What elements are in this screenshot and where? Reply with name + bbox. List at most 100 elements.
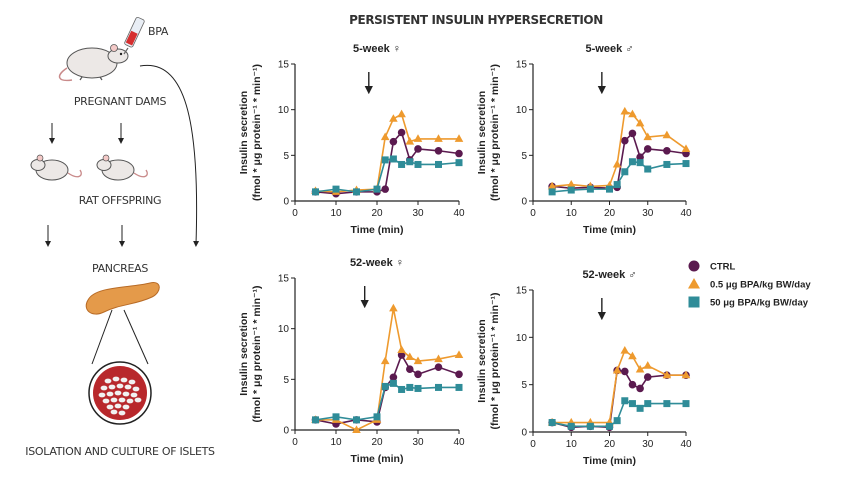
x-tick-label: 0 [292, 437, 298, 448]
data-point [621, 168, 629, 176]
data-point [643, 373, 652, 381]
x-tick-label: 0 [292, 208, 298, 219]
data-point [397, 109, 406, 118]
data-point [662, 370, 672, 379]
legend-marker [688, 278, 700, 289]
data-point [455, 159, 463, 167]
step-isolation: ISOLATION AND CULTURE OF ISLETS [25, 445, 215, 458]
pregnant-rat-icon [58, 44, 129, 82]
charts-area: 0 5 10 15 0 10 20 30 40 5-week ♀ Time (min) Insulin… [238, 43, 692, 467]
data-point [381, 382, 389, 390]
legend-label: 50 μg BPA/kg BW/day [710, 298, 809, 309]
bpa-bottle-icon [123, 16, 145, 55]
data-point [389, 379, 397, 387]
data-point [644, 165, 652, 173]
y-tick-label: 5 [521, 151, 527, 162]
data-point [332, 185, 340, 193]
data-point [681, 144, 691, 152]
y-axis-label: Insulin secretion [238, 91, 250, 174]
islet [126, 398, 134, 404]
islet [124, 384, 132, 390]
data-point [434, 134, 443, 142]
figure-title: PERSISTENT INSULIN HYPERSECRETION [349, 13, 603, 27]
data-point [566, 179, 576, 188]
data-point [434, 354, 443, 363]
x-tick-label: 30 [412, 437, 424, 448]
data-point [636, 159, 644, 167]
legend-item: 50 μg BPA/kg BW/day [688, 296, 809, 309]
islet [114, 390, 122, 396]
y-tick-label: 15 [516, 286, 528, 297]
step-pregnant-dams: PREGNANT DAMS [74, 95, 167, 108]
islet [128, 379, 136, 385]
data-point [621, 367, 629, 376]
data-point [621, 397, 629, 405]
series [312, 155, 463, 196]
data-point [414, 160, 422, 168]
data-point [353, 416, 360, 424]
data-point [621, 136, 629, 145]
experiment-schematic: BPA PREGNANT DAMS RAT OFFSPRING PANCREAS [25, 16, 215, 458]
y-axis-label-units: (fmol * μg protein⁻¹ * min⁻¹) [489, 64, 501, 201]
data-point [434, 363, 443, 371]
data-point [628, 380, 637, 389]
data-point [397, 351, 406, 359]
x-tick-label: 20 [604, 439, 616, 450]
x-axis-label: Time (min) [583, 455, 636, 467]
data-point [455, 149, 463, 158]
data-point [397, 128, 406, 137]
data-point [606, 422, 613, 430]
data-point [586, 185, 594, 193]
curved-arrow [139, 64, 200, 247]
data-point [454, 134, 464, 142]
data-point [373, 413, 381, 421]
data-point [662, 130, 672, 139]
y-tick-label: 5 [283, 375, 289, 386]
data-point [352, 425, 361, 433]
data-point [381, 156, 389, 164]
data-point [628, 109, 637, 118]
x-tick-label: 20 [371, 437, 383, 448]
legend-label: 0.5 μg BPA/kg BW/day [710, 280, 811, 291]
x-tick-label: 10 [330, 437, 342, 448]
chart-panel: 0 5 10 15 0 10 20 30 40 52-week ♀ Time (min) Insuli… [238, 257, 465, 465]
chart-title: 52-week ♂ [582, 269, 636, 281]
x-tick-label: 20 [604, 208, 616, 219]
y-tick-label: 0 [283, 197, 289, 208]
x-tick-label: 0 [530, 208, 536, 219]
data-point [413, 134, 423, 142]
y-tick-label: 10 [516, 105, 528, 116]
pancreas-icon [85, 282, 160, 315]
data-point [636, 153, 644, 161]
data-point [643, 132, 653, 141]
data-point [398, 160, 406, 168]
y-tick-label: 15 [278, 274, 290, 285]
data-point [405, 137, 415, 145]
data-point [389, 303, 398, 312]
series [548, 397, 690, 430]
data-point [613, 417, 621, 425]
data-point [663, 160, 671, 168]
data-point [682, 160, 690, 168]
offspring-rat-icon [30, 154, 82, 181]
islet [112, 376, 120, 382]
chart-panel: 0 5 10 15 0 10 20 30 40 52-week ♂ Time (min) Insuli… [476, 269, 692, 467]
y-tick-label: 0 [521, 428, 527, 439]
data-point [681, 370, 691, 379]
chart-title: 5-week ♂ [586, 43, 634, 55]
data-point [389, 114, 398, 122]
data-point [628, 351, 637, 360]
x-axis-label: Time (min) [351, 453, 404, 465]
x-tick-label: 30 [642, 439, 654, 450]
islet [108, 384, 116, 390]
data-point [682, 400, 690, 408]
series [312, 379, 463, 424]
x-tick-label: 30 [412, 208, 424, 219]
data-point [644, 400, 652, 408]
y-tick-label: 15 [278, 60, 290, 71]
x-tick-label: 10 [330, 208, 342, 219]
islets-dish-icon [88, 361, 152, 425]
islet [116, 383, 124, 389]
data-point [636, 404, 644, 412]
